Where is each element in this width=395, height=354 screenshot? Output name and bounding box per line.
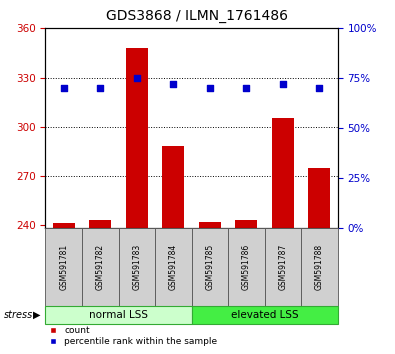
Point: [134, 75, 140, 81]
Bar: [45, 228, 82, 306]
Bar: [308, 168, 330, 228]
Bar: [162, 146, 184, 228]
Text: normal LSS: normal LSS: [89, 310, 148, 320]
Bar: [301, 228, 338, 306]
Bar: [199, 222, 221, 228]
Bar: [192, 228, 228, 306]
Bar: [272, 119, 294, 228]
Text: GSM591782: GSM591782: [96, 244, 105, 290]
Point: [280, 81, 286, 87]
Point: [316, 86, 323, 91]
Bar: [192, 306, 338, 324]
Text: GSM591783: GSM591783: [132, 244, 141, 290]
Text: GDS3868 / ILMN_1761486: GDS3868 / ILMN_1761486: [107, 9, 288, 23]
Text: ▶: ▶: [33, 310, 40, 320]
Bar: [53, 223, 75, 228]
Text: stress: stress: [4, 310, 33, 320]
Bar: [126, 48, 148, 228]
Text: elevated LSS: elevated LSS: [231, 310, 299, 320]
Legend: count, percentile rank within the sample: count, percentile rank within the sample: [40, 322, 221, 349]
Bar: [45, 306, 192, 324]
Bar: [228, 228, 265, 306]
Point: [170, 81, 177, 87]
Text: GSM591781: GSM591781: [59, 244, 68, 290]
Point: [207, 86, 213, 91]
Point: [60, 86, 67, 91]
Bar: [155, 228, 192, 306]
Point: [97, 86, 103, 91]
Bar: [265, 228, 301, 306]
Text: GSM591784: GSM591784: [169, 244, 178, 290]
Bar: [89, 220, 111, 228]
Bar: [118, 228, 155, 306]
Bar: [235, 220, 258, 228]
Text: GSM591785: GSM591785: [205, 244, 214, 290]
Bar: [82, 228, 118, 306]
Point: [243, 86, 250, 91]
Text: GSM591787: GSM591787: [278, 244, 288, 290]
Text: GSM591786: GSM591786: [242, 244, 251, 290]
Text: GSM591788: GSM591788: [315, 244, 324, 290]
